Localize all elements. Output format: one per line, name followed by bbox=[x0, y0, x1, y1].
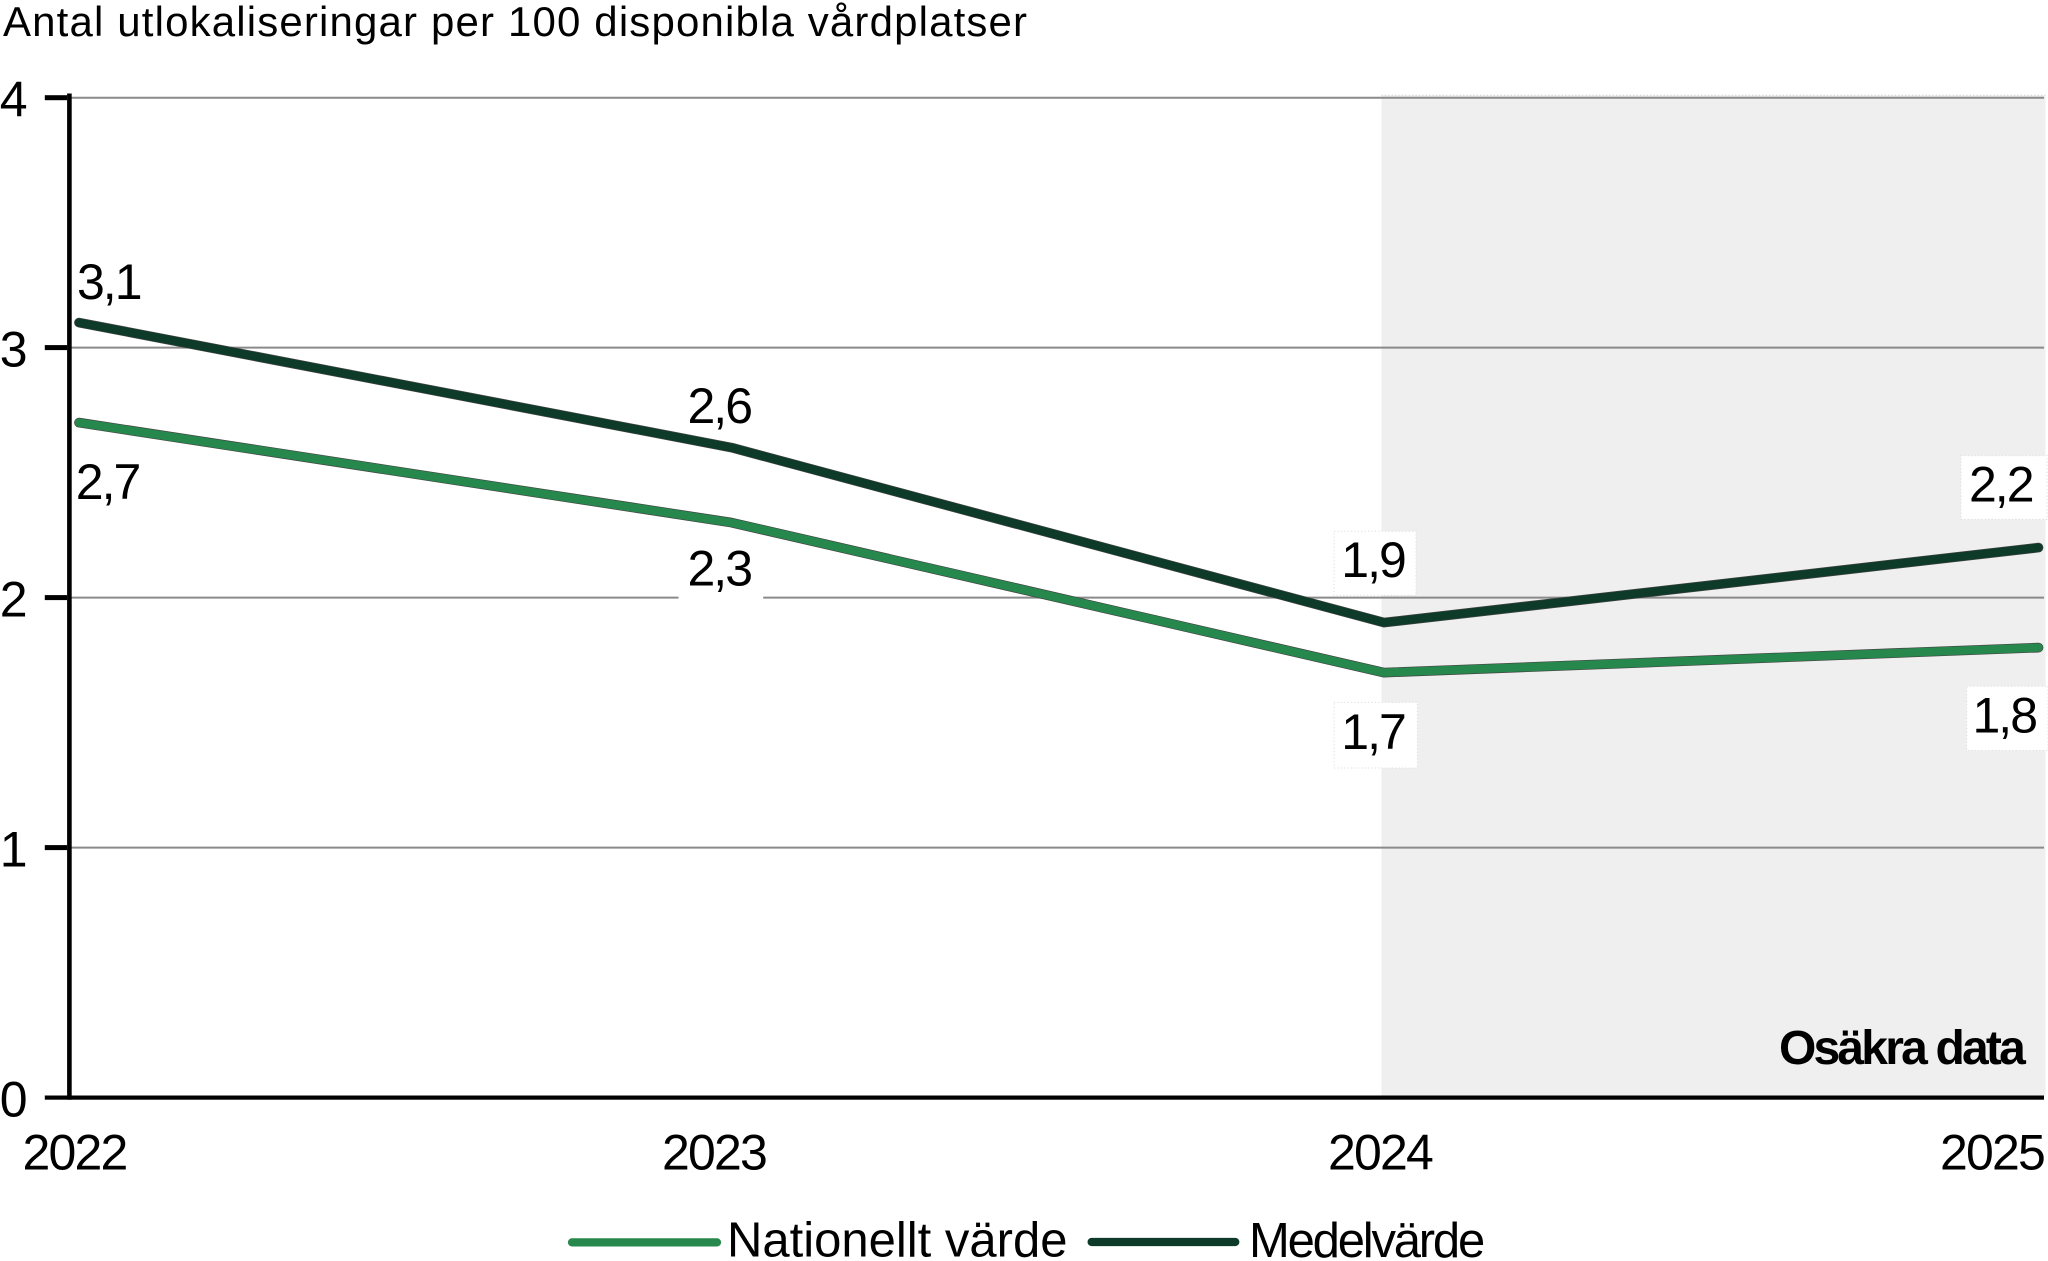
svg-text:2: 2 bbox=[0, 572, 28, 628]
svg-text:Antal utlokaliseringar per 100: Antal utlokaliseringar per 100 disponibl… bbox=[3, 0, 1028, 45]
svg-text:2,7: 2,7 bbox=[76, 454, 140, 510]
svg-text:3: 3 bbox=[0, 322, 28, 378]
svg-text:2025: 2025 bbox=[1940, 1125, 2044, 1181]
svg-text:4: 4 bbox=[0, 72, 28, 128]
svg-text:0: 0 bbox=[0, 1071, 28, 1127]
svg-text:Osäkra data: Osäkra data bbox=[1779, 1022, 2026, 1075]
svg-text:Nationellt värde: Nationellt värde bbox=[727, 1213, 1067, 1261]
svg-text:1,8: 1,8 bbox=[1973, 687, 2037, 743]
svg-text:1: 1 bbox=[0, 822, 28, 878]
svg-text:2,2: 2,2 bbox=[1969, 457, 2033, 513]
svg-text:2022: 2022 bbox=[23, 1125, 127, 1181]
svg-text:1,7: 1,7 bbox=[1341, 704, 1405, 760]
svg-text:2,3: 2,3 bbox=[688, 541, 752, 597]
svg-text:Medelvärde: Medelvärde bbox=[1249, 1214, 1484, 1261]
svg-text:2024: 2024 bbox=[1328, 1125, 1433, 1181]
svg-text:2023: 2023 bbox=[662, 1125, 766, 1181]
svg-text:2,6: 2,6 bbox=[688, 378, 752, 434]
svg-text:3,1: 3,1 bbox=[77, 254, 141, 310]
svg-text:1,9: 1,9 bbox=[1341, 532, 1405, 588]
